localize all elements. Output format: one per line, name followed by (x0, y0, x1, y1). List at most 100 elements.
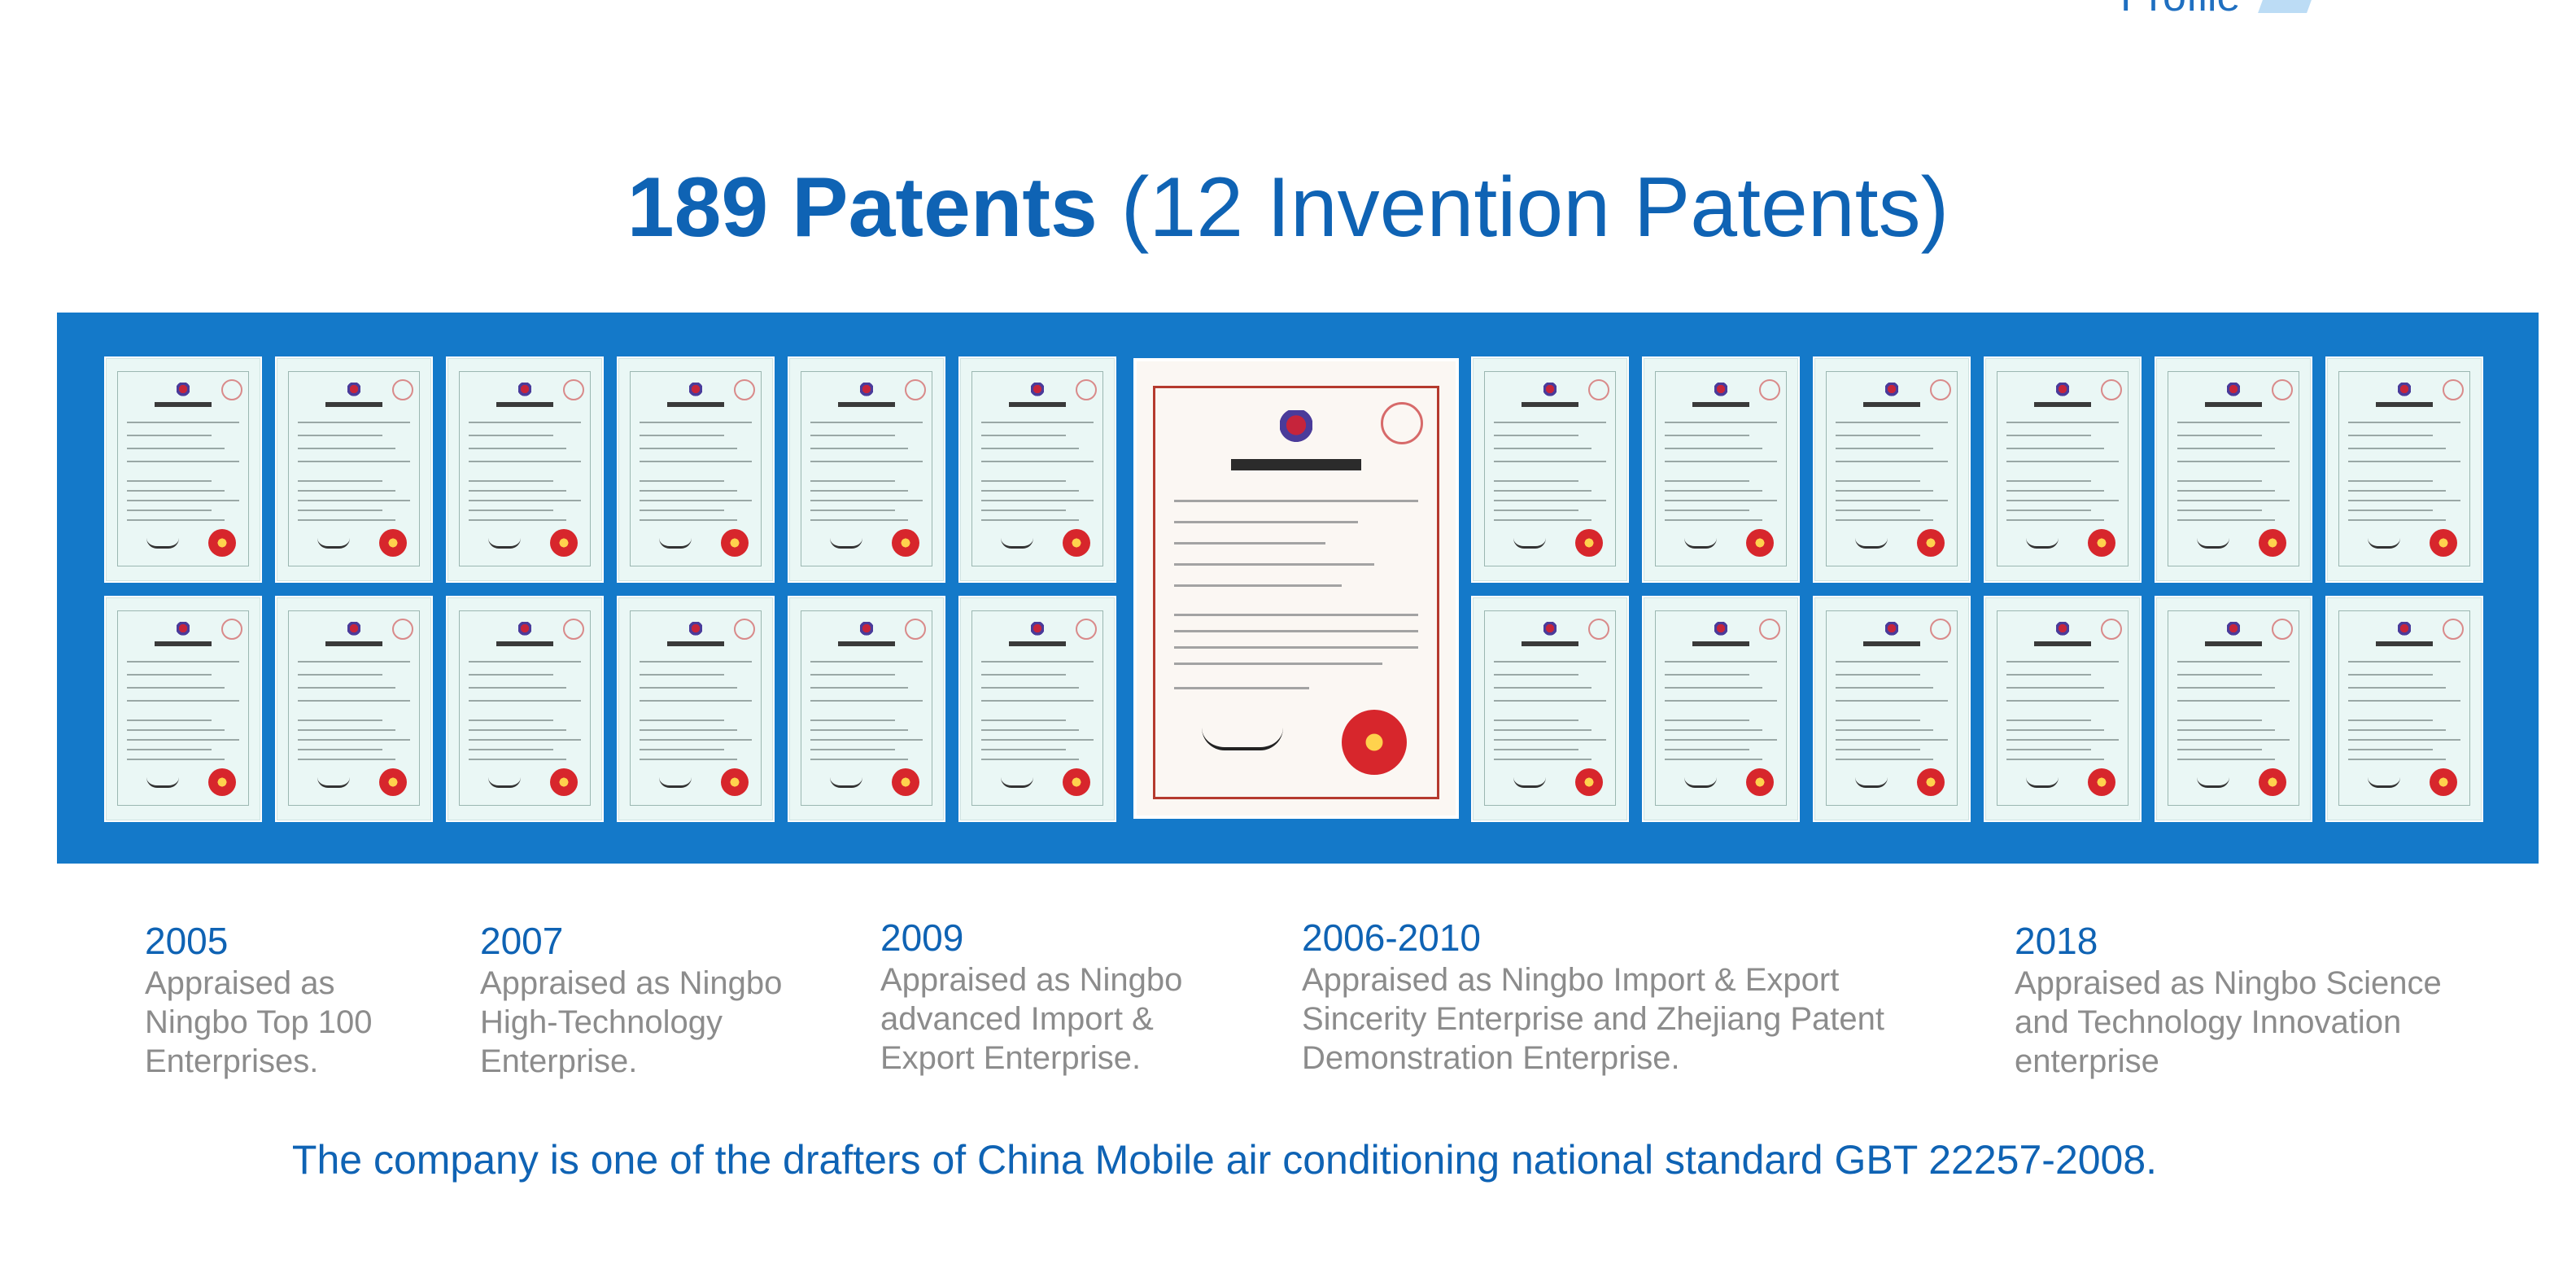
certificate-text-line (1665, 739, 1777, 741)
certificate-text-line (1665, 422, 1777, 423)
certificate-text-line (2006, 700, 2119, 702)
certificate-stamp-icon (1930, 619, 1951, 640)
certificate-text-line (981, 500, 1094, 501)
certificate-border (2338, 610, 2470, 806)
certificate-text-line (1836, 729, 1933, 731)
patent-office-emblem-icon (177, 622, 190, 638)
certificate-text-line (640, 674, 724, 676)
certificate-text-line (981, 519, 1079, 521)
certificate-border (801, 610, 932, 806)
official-seal-icon (721, 768, 749, 796)
certificate-text-line (810, 422, 923, 423)
certificate-text-line (981, 739, 1094, 741)
certificate-text-line (298, 422, 410, 423)
certificate-text-line (298, 461, 410, 462)
certificate-border (1484, 610, 1616, 806)
milestone-text: Appraised as (145, 965, 335, 1001)
certificate-text-line (469, 422, 581, 423)
certificate-title-bar (667, 641, 724, 646)
utility-patent-certificate (1813, 356, 1971, 583)
milestone-year: 2009 (880, 916, 964, 959)
milestone-year: 2007 (480, 920, 564, 962)
certificate-text-line (127, 435, 212, 436)
certificate-text-line (2177, 500, 2290, 501)
certificate-text-line (469, 435, 553, 436)
certificate-text-line (298, 759, 395, 760)
utility-patent-certificate (2325, 356, 2483, 583)
certificate-text-line (2006, 448, 2104, 449)
milestone-year: 2006-2010 (1302, 916, 1481, 959)
certificate-text-line (1665, 435, 1749, 436)
certificate-text-line (2348, 461, 2460, 462)
certificate-text-line (2177, 739, 2290, 741)
certificate-border (117, 371, 249, 566)
certificate-text-line (298, 490, 395, 492)
signature-mark (1001, 538, 1033, 549)
signature-mark (2026, 777, 2059, 788)
certificate-text-line (2348, 719, 2433, 721)
certificate-text-line (1836, 739, 1948, 741)
certificate-text-line (640, 480, 724, 482)
signature-mark (317, 777, 350, 788)
milestone-text: Appraised as Ningbo (880, 962, 1183, 998)
patent-count-detail: (12 Invention Patents) (1120, 160, 1949, 255)
certificate-text-line (1494, 749, 1578, 750)
certificate-stamp-icon (1930, 379, 1951, 400)
patent-office-emblem-icon (2227, 622, 2240, 638)
certificate-text-line (2177, 674, 2262, 676)
certificate-text-line (2006, 490, 2104, 492)
certificate-title-bar (1863, 641, 1920, 646)
certificate-text-line (1494, 510, 1578, 511)
certificate-text-line (298, 749, 382, 750)
certificate-stamp-icon (221, 379, 242, 400)
certificate-title-bar (496, 641, 553, 646)
official-seal-icon (379, 768, 407, 796)
certificate-border (971, 610, 1103, 806)
patent-office-emblem-icon (2398, 383, 2411, 399)
certificate-title-bar (1863, 402, 1920, 407)
certificate-text-line (2348, 729, 2446, 731)
patent-office-emblem-icon (1714, 622, 1727, 638)
certificate-text-line (2006, 500, 2119, 501)
certificate-text-line (1494, 519, 1591, 521)
certificate-text-line (2006, 739, 2119, 741)
certificate-text-line (298, 674, 382, 676)
certificate-title-bar (1692, 641, 1749, 646)
certificate-text-line (810, 448, 908, 449)
patent-office-emblem-icon (518, 622, 531, 638)
milestone-text: Sincerity Enterprise and Zhejiang Patent (1302, 1001, 1884, 1037)
certificate-text-line (1494, 729, 1591, 731)
certificate-stamp-icon (1076, 379, 1097, 400)
certificate-text-line (981, 661, 1094, 663)
certificate-text-line (2348, 687, 2446, 689)
certificate-text-line (640, 422, 752, 423)
official-seal-icon (1063, 768, 1090, 796)
certificate-stamp-icon (734, 379, 755, 400)
certificate-text-line (2177, 661, 2290, 663)
certificate-text-line (2177, 480, 2262, 482)
milestone-year: 2005 (145, 920, 229, 962)
certificate-text-line (2348, 674, 2433, 676)
certificate-text-line (640, 729, 737, 731)
patent-office-emblem-icon (860, 383, 873, 399)
certificate-border (1153, 386, 1439, 799)
certificate-stamp-icon (563, 379, 584, 400)
utility-patent-certificate (1813, 596, 1971, 822)
certificate-text-line (298, 700, 410, 702)
certificate-text-line (1665, 719, 1749, 721)
utility-patent-certificate (1642, 596, 1800, 822)
certificate-stamp-icon (392, 619, 413, 640)
certificate-text-line (127, 674, 212, 676)
certificate-text-line (469, 490, 566, 492)
signature-mark (1855, 777, 1888, 788)
certificate-text-line (2177, 749, 2262, 750)
certificate-text-line (2348, 749, 2433, 750)
certificate-text-line (1665, 749, 1749, 750)
certificate-text-line (640, 749, 724, 750)
certificate-border (459, 371, 591, 566)
certificate-text-line (1665, 490, 1762, 492)
certificate-text-line (981, 729, 1079, 731)
certificate-text-line (1665, 480, 1749, 482)
milestone-text: Export Enterprise. (880, 1040, 1142, 1076)
certificate-text-line (640, 739, 752, 741)
